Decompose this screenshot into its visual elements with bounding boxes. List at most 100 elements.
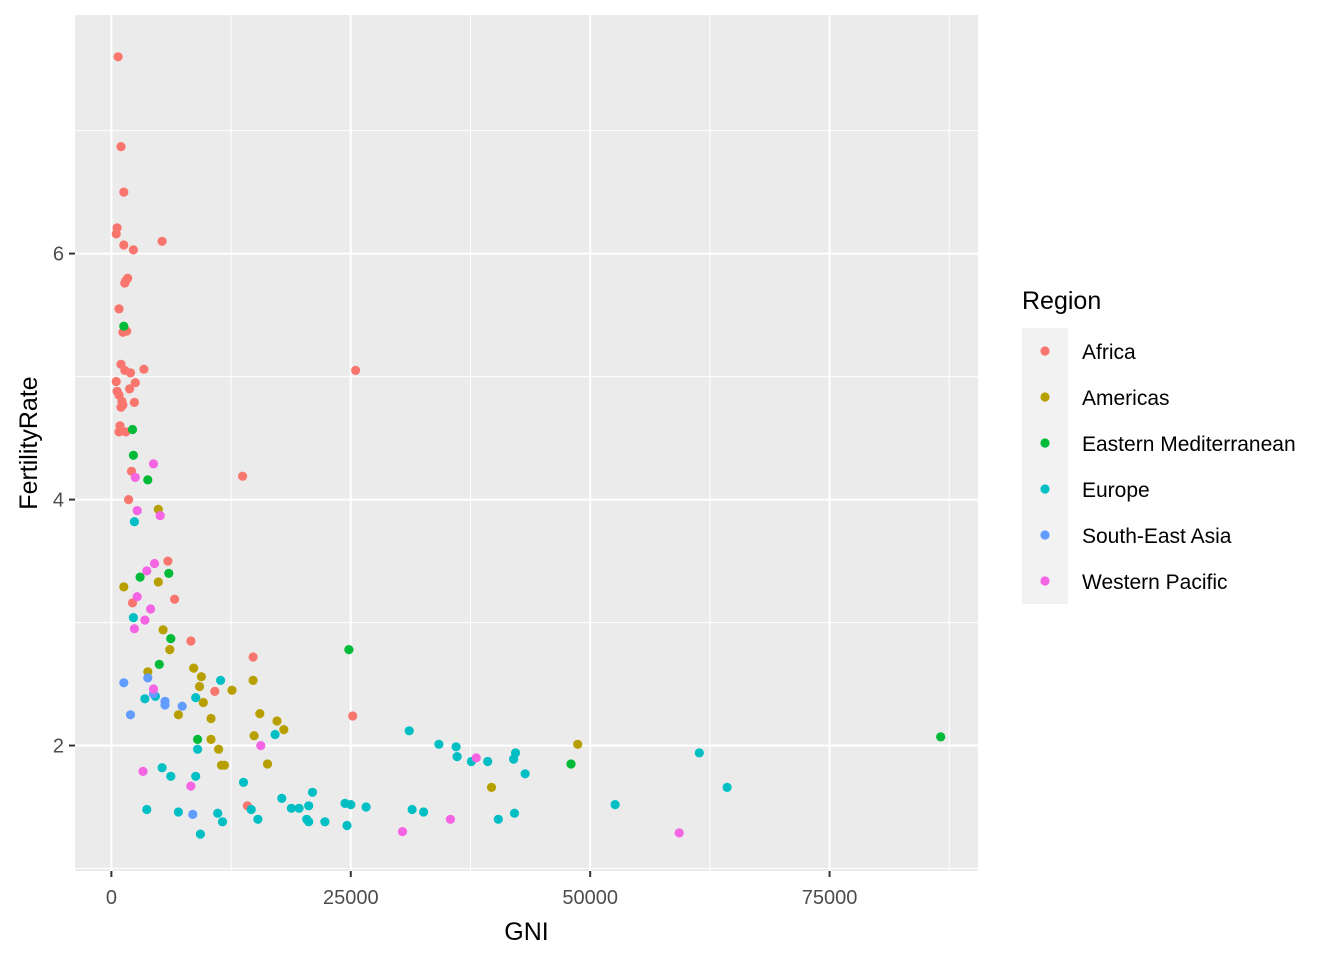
y-axis-title: FertilityRate (15, 376, 43, 509)
legend-marker-africa (1040, 346, 1050, 356)
point-western-pacific (674, 828, 684, 838)
point-europe (238, 777, 249, 788)
point-south-east-asia (160, 700, 170, 710)
point-europe (509, 808, 520, 818)
point-africa (130, 378, 140, 388)
point-africa (112, 223, 122, 233)
point-western-pacific (155, 510, 165, 521)
point-europe (286, 803, 296, 813)
point-eastern-mediterranean (936, 732, 946, 742)
point-europe (452, 752, 462, 762)
point-europe (191, 771, 201, 781)
point-africa (125, 384, 135, 394)
legend-marker-south-east-asia (1040, 530, 1050, 540)
point-europe (173, 807, 183, 817)
point-americas (255, 709, 265, 719)
point-western-pacific (445, 814, 455, 824)
point-europe (361, 802, 371, 812)
point-africa (111, 376, 121, 387)
point-africa (118, 400, 128, 410)
point-eastern-mediterranean (566, 759, 576, 769)
point-south-east-asia (177, 701, 187, 711)
point-europe (217, 817, 228, 827)
point-africa (248, 652, 258, 662)
point-africa (128, 245, 138, 255)
point-africa (119, 240, 129, 250)
point-eastern-mediterranean (344, 645, 354, 655)
point-western-pacific (140, 615, 150, 625)
legend-label-africa: Africa (1082, 341, 1136, 364)
point-western-pacific (148, 459, 159, 469)
minor-gridlines (75, 15, 978, 871)
point-africa (119, 187, 129, 197)
point-americas (196, 672, 206, 682)
point-africa (125, 368, 136, 378)
point-europe (520, 769, 530, 779)
point-europe (434, 739, 444, 749)
point-americas (248, 675, 258, 686)
point-americas (206, 734, 216, 745)
point-europe (346, 800, 356, 810)
point-western-pacific (148, 684, 159, 694)
point-americas (279, 725, 289, 735)
point-eastern-mediterranean (143, 475, 153, 485)
point-western-pacific (138, 766, 148, 777)
point-europe (166, 771, 176, 781)
y-tick-label: 2 (53, 736, 64, 758)
point-africa (163, 556, 173, 566)
point-europe (253, 814, 263, 824)
point-americas (165, 645, 175, 655)
point-europe (216, 675, 226, 686)
point-europe (407, 804, 417, 815)
point-western-pacific (186, 781, 196, 791)
point-south-east-asia (119, 678, 129, 688)
point-americas (249, 731, 259, 741)
x-tick-label: 0 (106, 887, 117, 909)
point-americas (219, 760, 229, 770)
x-axis: 0 25000 50000 75000 (106, 871, 857, 909)
point-western-pacific (130, 472, 140, 482)
legend-marker-western-pacific (1040, 576, 1050, 586)
plot-panel (75, 15, 978, 871)
point-eastern-mediterranean (119, 321, 129, 331)
point-europe (191, 693, 201, 703)
point-western-pacific (129, 624, 139, 634)
point-americas (486, 782, 497, 793)
point-europe (142, 804, 152, 815)
y-tick-label: 6 (53, 244, 64, 266)
y-tick-label: 4 (53, 490, 64, 512)
point-africa (139, 364, 149, 374)
point-europe (270, 729, 280, 740)
point-western-pacific (471, 753, 481, 763)
point-europe (294, 803, 304, 813)
point-europe (195, 829, 205, 839)
point-europe (419, 807, 429, 817)
point-americas (189, 663, 199, 673)
point-africa (114, 304, 124, 314)
point-americas (153, 577, 163, 587)
point-europe (451, 742, 461, 752)
point-europe (246, 804, 256, 815)
point-eastern-mediterranean (193, 734, 203, 745)
point-europe (508, 754, 519, 764)
legend: Region Africa Americas Eastern Mediterrane… (1022, 287, 1296, 604)
point-europe (610, 800, 620, 810)
point-europe (404, 726, 414, 736)
point-africa (351, 365, 361, 375)
point-eastern-mediterranean (135, 572, 145, 582)
legend-marker-americas (1040, 392, 1050, 402)
point-south-east-asia (143, 673, 153, 683)
point-americas (573, 739, 583, 749)
legend-label-europe: Europe (1082, 479, 1150, 502)
point-americas (173, 710, 183, 720)
point-americas (227, 685, 237, 695)
point-western-pacific (132, 592, 142, 602)
point-europe (307, 787, 318, 797)
point-europe (304, 817, 314, 827)
point-europe (694, 748, 704, 758)
point-africa (157, 236, 167, 246)
x-axis-title: GNI (504, 918, 548, 946)
point-western-pacific (132, 506, 142, 516)
legend-marker-europe (1040, 484, 1050, 494)
legend-label-eastern-mediterranean: Eastern Mediterranean (1082, 433, 1296, 456)
